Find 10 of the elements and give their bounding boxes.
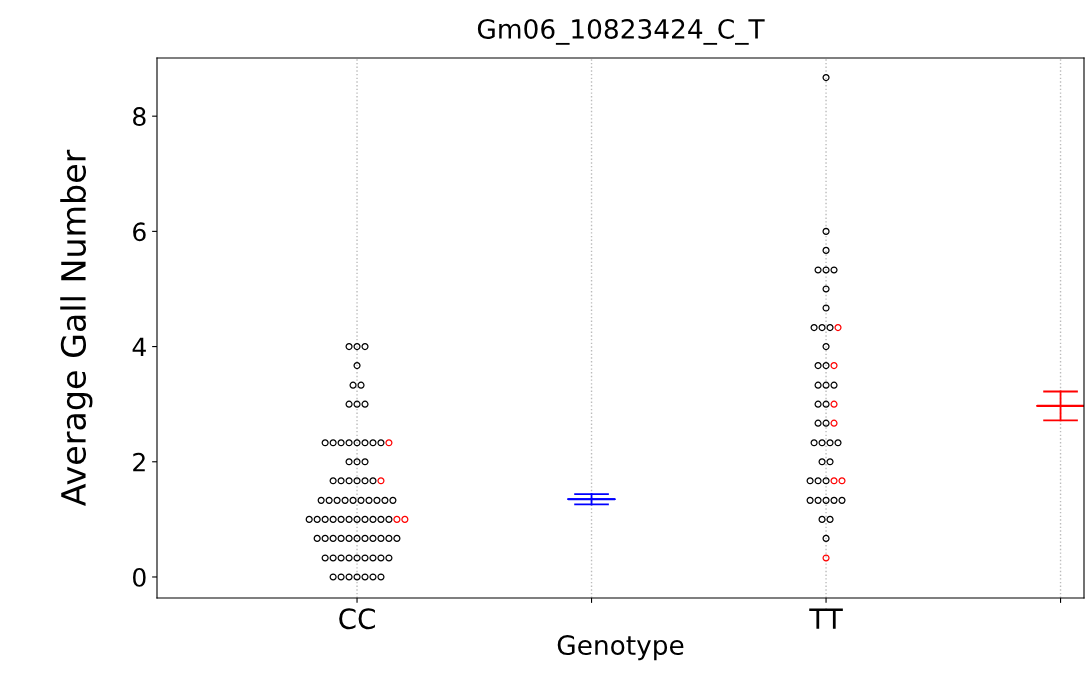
y-axis-title: Average Gall Number [60, 149, 93, 507]
chart-title: Gm06_10823424_C_T [477, 18, 765, 45]
y-tick-label: 0 [133, 567, 146, 587]
y-tick-label: 8 [133, 107, 146, 127]
y-tick-label: 6 [133, 222, 146, 242]
x-tick-label: TT [809, 608, 843, 629]
x-axis-title: Genotype [557, 635, 684, 661]
y-tick-label: 2 [133, 452, 145, 472]
x-tick-label: CC [339, 608, 375, 630]
y-tick-label: 4 [132, 337, 146, 357]
